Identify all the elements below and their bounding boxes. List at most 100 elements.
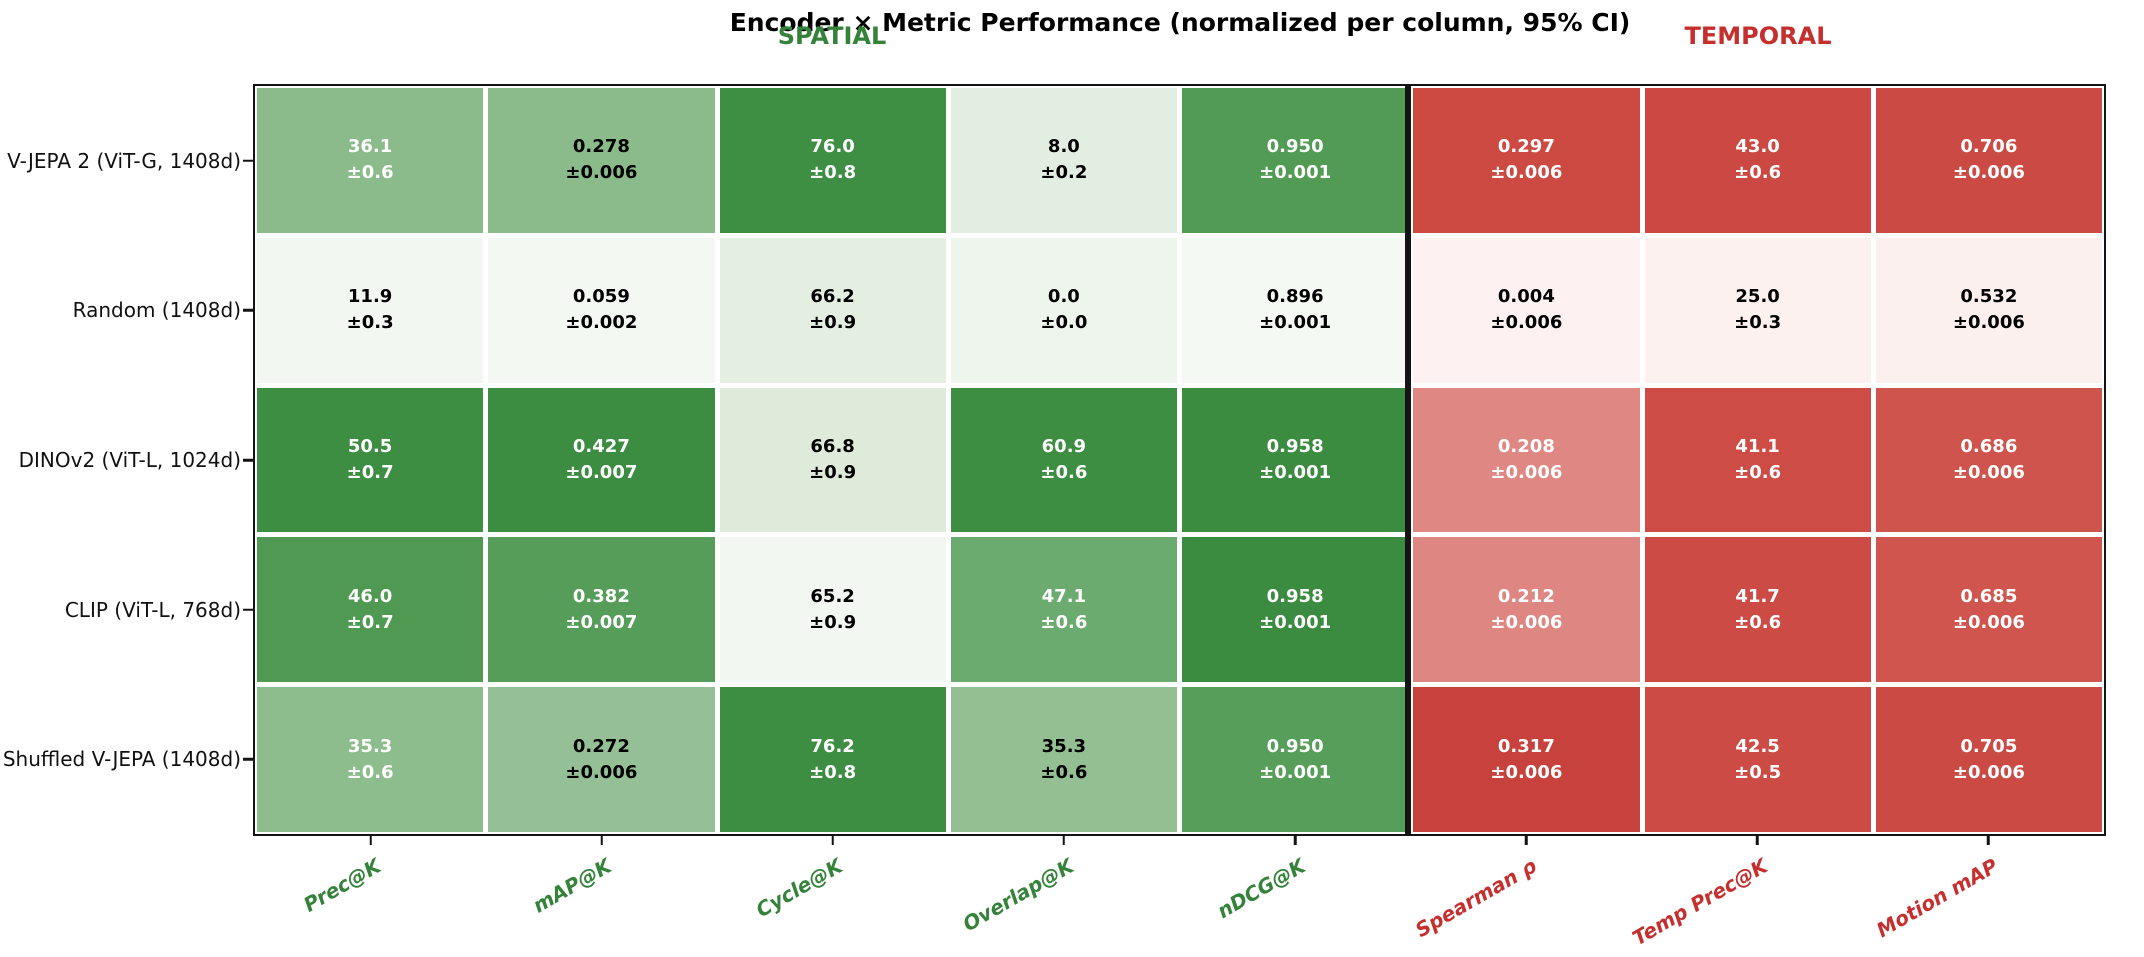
heatmap-cell: 66.2±0.9 xyxy=(720,238,946,383)
cell-ci: ±0.006 xyxy=(1953,610,2025,636)
x-axis-tick xyxy=(832,836,835,845)
cell-ci: ±0.6 xyxy=(347,160,394,186)
row-label: V-JEPA 2 (ViT-G, 1408d) xyxy=(7,149,241,173)
cell-value: 76.2 xyxy=(810,734,854,760)
cell-value: 11.9 xyxy=(348,284,392,310)
cell-ci: ±0.9 xyxy=(809,310,856,336)
cell-value: 0.059 xyxy=(573,284,630,310)
column-label: nDCG@K xyxy=(1213,854,1309,924)
cell-ci: ±0.006 xyxy=(1490,310,1562,336)
cell-ci: ±0.002 xyxy=(565,310,637,336)
row-label: Random (1408d) xyxy=(73,298,241,322)
heatmap-cell: 11.9±0.3 xyxy=(257,238,483,383)
cell-ci: ±0.001 xyxy=(1259,460,1331,486)
cell-value: 0.950 xyxy=(1267,134,1324,160)
heatmap-cell: 25.0±0.3 xyxy=(1645,238,1871,383)
heatmap-cell: 0.0±0.0 xyxy=(951,238,1177,383)
heatmap-cell: 76.0±0.8 xyxy=(720,88,946,233)
row-label: Shuffled V-JEPA (1408d) xyxy=(3,747,241,771)
x-axis-tick xyxy=(1063,836,1066,845)
cell-ci: ±0.6 xyxy=(1734,160,1781,186)
heatmap-cell: 0.685±0.006 xyxy=(1876,537,2102,682)
x-axis-tick xyxy=(1294,836,1297,845)
cell-value: 0.896 xyxy=(1267,284,1324,310)
cell-value: 0.208 xyxy=(1498,434,1555,460)
y-axis-tick xyxy=(243,459,253,462)
cell-ci: ±0.6 xyxy=(1040,460,1087,486)
cell-value: 66.2 xyxy=(810,284,854,310)
cell-value: 43.0 xyxy=(1735,134,1779,160)
cell-value: 76.0 xyxy=(810,134,854,160)
cell-ci: ±0.006 xyxy=(565,160,637,186)
column-label: Prec@K xyxy=(299,854,384,917)
heatmap-cell: 76.2±0.8 xyxy=(720,687,946,832)
cell-ci: ±0.6 xyxy=(1040,760,1087,786)
column-label: Cycle@K xyxy=(752,854,847,923)
heatmap-cell: 46.0±0.7 xyxy=(257,537,483,682)
cell-ci: ±0.7 xyxy=(347,460,394,486)
heatmap-cell: 0.212±0.006 xyxy=(1413,537,1639,682)
cell-ci: ±0.7 xyxy=(347,610,394,636)
heatmap-cell: 0.950±0.001 xyxy=(1182,687,1408,832)
cell-ci: ±0.6 xyxy=(1040,610,1087,636)
cell-value: 0.427 xyxy=(573,434,630,460)
heatmap-cell: 41.7±0.6 xyxy=(1645,537,1871,682)
spatial-group-label: SPATIAL xyxy=(778,22,887,50)
heatmap-cell: 50.5±0.7 xyxy=(257,388,483,533)
heatmap-cell: 0.532±0.006 xyxy=(1876,238,2102,383)
cell-value: 0.0 xyxy=(1048,284,1080,310)
heatmap-cell: 43.0±0.6 xyxy=(1645,88,1871,233)
cell-ci: ±0.3 xyxy=(347,310,394,336)
column-label: Spearman ρ xyxy=(1411,854,1540,943)
cell-value: 0.272 xyxy=(573,734,630,760)
heatmap-cell: 42.5±0.5 xyxy=(1645,687,1871,832)
figure-canvas: Encoder × Metric Performance (normalized… xyxy=(0,0,2144,957)
temporal-group-label: TEMPORAL xyxy=(1685,22,1832,50)
cell-ci: ±0.6 xyxy=(347,760,394,786)
column-label: mAP@K xyxy=(529,854,616,918)
heatmap-cell: 0.004±0.006 xyxy=(1413,238,1639,383)
heatmap-cell: 8.0±0.2 xyxy=(951,88,1177,233)
cell-value: 47.1 xyxy=(1042,584,1086,610)
cell-ci: ±0.006 xyxy=(1953,160,2025,186)
cell-value: 60.9 xyxy=(1042,434,1086,460)
heatmap-cell: 35.3±0.6 xyxy=(257,687,483,832)
heatmap-cell: 0.382±0.007 xyxy=(488,537,714,682)
cell-value: 42.5 xyxy=(1735,734,1779,760)
cell-ci: ±0.001 xyxy=(1259,760,1331,786)
cell-ci: ±0.006 xyxy=(1490,460,1562,486)
heatmap-cell: 0.278±0.006 xyxy=(488,88,714,233)
heatmap-cell: 0.958±0.001 xyxy=(1182,537,1408,682)
cell-ci: ±0.006 xyxy=(1953,460,2025,486)
cell-value: 0.706 xyxy=(1960,134,2017,160)
x-axis-tick xyxy=(600,836,603,845)
heatmap-cell: 0.272±0.006 xyxy=(488,687,714,832)
cell-ci: ±0.006 xyxy=(1953,760,2025,786)
cell-value: 0.686 xyxy=(1960,434,2017,460)
cell-value: 35.3 xyxy=(1042,734,1086,760)
heatmap-cell: 0.317±0.006 xyxy=(1413,687,1639,832)
column-label: Temp Prec@K xyxy=(1628,854,1771,951)
x-axis-tick xyxy=(1525,836,1528,845)
column-label: Motion mAP xyxy=(1873,854,2003,943)
cell-value: 0.004 xyxy=(1498,284,1555,310)
heatmap-cell: 0.896±0.001 xyxy=(1182,238,1408,383)
cell-ci: ±0.9 xyxy=(809,460,856,486)
heatmap-cell: 47.1±0.6 xyxy=(951,537,1177,682)
heatmap-cell: 0.950±0.001 xyxy=(1182,88,1408,233)
heatmap-cell: 36.1±0.6 xyxy=(257,88,483,233)
cell-ci: ±0.3 xyxy=(1734,310,1781,336)
x-axis-tick xyxy=(1756,836,1759,845)
cell-ci: ±0.001 xyxy=(1259,310,1331,336)
cell-value: 0.705 xyxy=(1960,734,2017,760)
cell-ci: ±0.006 xyxy=(1490,610,1562,636)
cell-value: 0.958 xyxy=(1267,584,1324,610)
heatmap-cell: 0.208±0.006 xyxy=(1413,388,1639,533)
cell-value: 0.212 xyxy=(1498,584,1555,610)
cell-value: 0.382 xyxy=(573,584,630,610)
y-axis-tick xyxy=(243,160,253,163)
heatmap-grid: 36.1±0.60.278±0.00676.0±0.88.0±0.20.950±… xyxy=(253,84,2106,836)
cell-ci: ±0.2 xyxy=(1040,160,1087,186)
cell-value: 0.278 xyxy=(573,134,630,160)
cell-ci: ±0.001 xyxy=(1259,160,1331,186)
